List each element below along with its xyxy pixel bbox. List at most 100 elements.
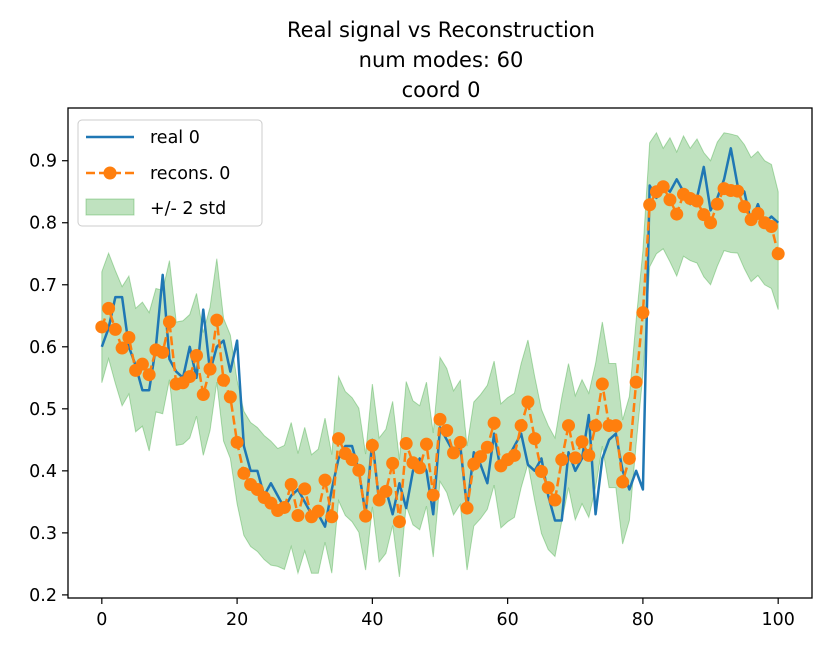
recons-point (663, 193, 677, 207)
recons-point (555, 453, 569, 467)
recons-point (460, 501, 474, 515)
recons-point (210, 313, 224, 327)
recons-point (771, 247, 785, 261)
recons-point (474, 450, 488, 464)
x-tick-label: 80 (632, 610, 654, 630)
y-tick-label: 0.3 (29, 524, 57, 544)
recons-point (352, 463, 366, 477)
recons-point (447, 446, 461, 460)
recons-point (548, 493, 562, 507)
legend-label-real: real 0 (150, 128, 200, 148)
recons-point (487, 416, 501, 430)
recons-point (440, 424, 454, 438)
recons-point (291, 509, 305, 523)
chart-title-line-1: Real signal vs Reconstruction (287, 18, 595, 42)
recons-point (622, 451, 636, 465)
recons-point (196, 388, 210, 402)
recons-point (656, 180, 670, 194)
recons-point (413, 461, 427, 475)
recons-point (345, 453, 359, 467)
y-tick-label: 0.7 (29, 276, 57, 296)
legend-recons-marker (103, 166, 117, 180)
recons-point (629, 375, 643, 389)
recons-point (237, 466, 251, 480)
recons-point (135, 357, 149, 371)
chart-title-line-3: coord 0 (402, 78, 481, 102)
recons-point (108, 322, 122, 336)
chart-title-line-2: num modes: 60 (359, 48, 524, 72)
recons-point (399, 437, 413, 451)
recons-point (419, 437, 433, 451)
recons-point (453, 435, 467, 449)
x-tick-label: 40 (361, 610, 383, 630)
recons-point (115, 341, 129, 355)
recons-point (595, 377, 609, 391)
legend-label-recons: recons. 0 (150, 164, 230, 184)
y-tick-label: 0.8 (29, 214, 57, 234)
recons-point (528, 432, 542, 446)
recons-point (223, 390, 237, 404)
legend-label-band: +/- 2 std (150, 199, 226, 219)
recons-point (521, 395, 535, 409)
recons-point (568, 451, 582, 465)
recons-point (332, 432, 346, 446)
recons-point (690, 194, 704, 208)
recons-point (386, 456, 400, 470)
recons-point (710, 197, 724, 211)
recons-point (156, 345, 170, 359)
recons-point (541, 481, 555, 495)
recons-point (534, 464, 548, 478)
recons-point (751, 206, 765, 220)
legend-box (77, 119, 263, 227)
x-tick-label: 20 (226, 610, 248, 630)
recons-point (514, 419, 528, 433)
recons-point (311, 504, 325, 518)
y-tick-label: 0.5 (29, 400, 57, 420)
recons-point (230, 435, 244, 449)
recons-point (325, 510, 339, 524)
recons-point (142, 368, 156, 382)
recons-point (359, 509, 373, 523)
recons-point (162, 315, 176, 329)
recons-point (731, 184, 745, 198)
recons-point (616, 475, 630, 489)
axes: 0 20 40 60 80 100 0.2 0.3 0.4 0.5 0.6 0.7 0.8 0.9 (29, 107, 813, 630)
recons-point (183, 370, 197, 384)
recons-point (190, 348, 204, 362)
recons-point (764, 219, 778, 233)
recons-point (480, 440, 494, 454)
recons-point (277, 500, 291, 514)
y-tick-label: 0.2 (29, 586, 57, 606)
recons-point (217, 373, 231, 387)
recons-point (575, 435, 589, 449)
recons-point (365, 438, 379, 452)
legend-band-swatch (85, 198, 135, 216)
recons-point (95, 320, 109, 334)
recons-point (392, 515, 406, 529)
recons-point (737, 200, 751, 214)
recons-point (379, 484, 393, 498)
y-tick-label: 0.6 (29, 338, 57, 358)
recons-point (284, 477, 298, 491)
recons-point (704, 216, 718, 230)
recons-point (426, 488, 440, 502)
recons-point (643, 198, 657, 212)
x-tick-label: 100 (761, 610, 794, 630)
recons-point (298, 482, 312, 496)
plot-area (95, 131, 785, 577)
recons-point (670, 207, 684, 221)
recons-point (582, 448, 596, 462)
y-tick-label: 0.4 (29, 462, 57, 482)
recons-point (102, 301, 116, 315)
x-tick-label: 60 (496, 610, 518, 630)
recons-point (609, 419, 623, 433)
axes-frame (67, 107, 813, 599)
std-band-area (101, 131, 779, 577)
recons-point (122, 330, 136, 344)
recons-point (318, 473, 332, 487)
y-tick-label: 0.9 (29, 152, 57, 172)
recons-point (562, 419, 576, 433)
x-tick-label: 0 (96, 610, 107, 630)
recons-point (636, 306, 650, 320)
